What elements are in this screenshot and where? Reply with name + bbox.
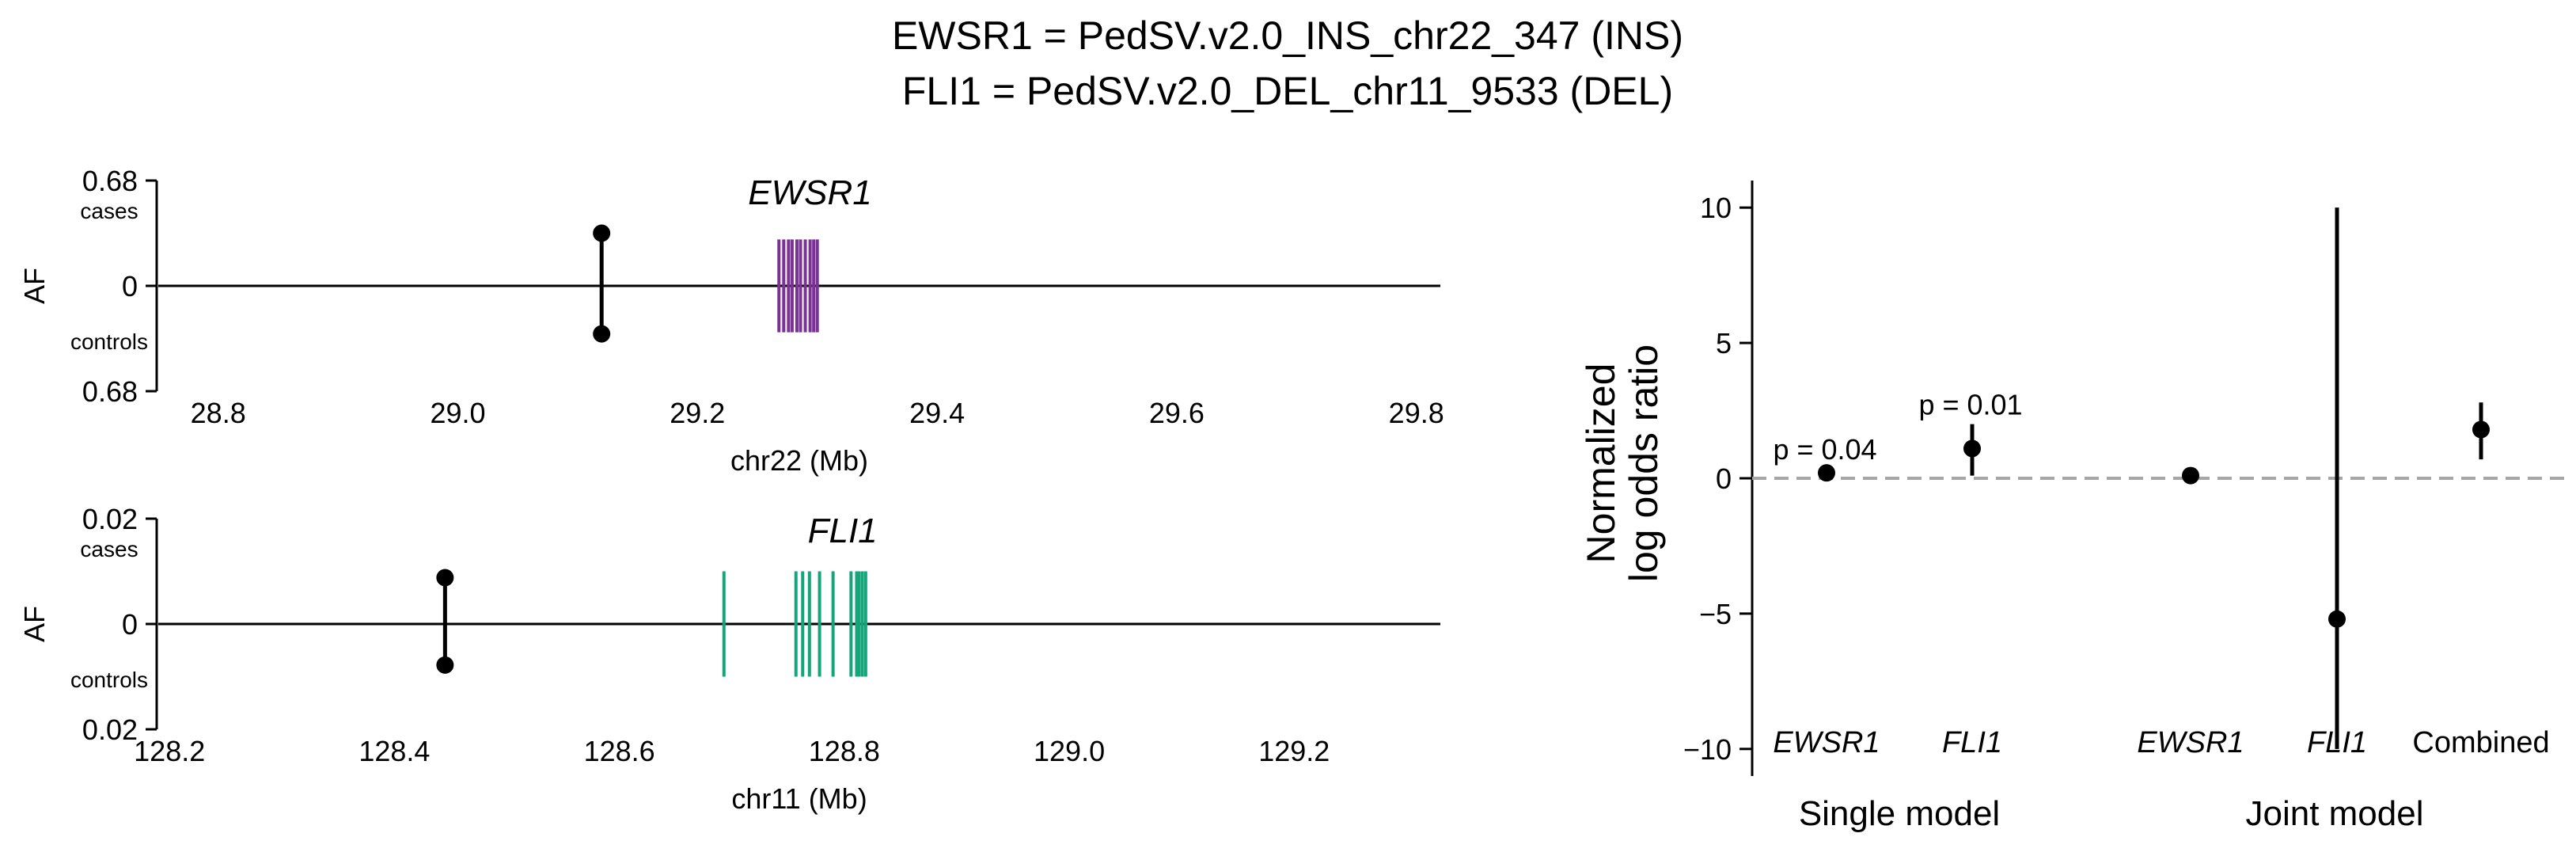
x-tick-label: 128.6 xyxy=(584,735,655,767)
x-tick-label: 129.0 xyxy=(1034,735,1105,767)
group-label-joint-model: Joint model xyxy=(2245,794,2423,833)
x-tick-label: 29.4 xyxy=(909,397,965,429)
x-tick-label: 29.6 xyxy=(1149,397,1205,429)
controls-label: controls xyxy=(70,329,148,354)
x-tick-label: EWSR1 xyxy=(2137,726,2244,759)
estimate-point xyxy=(2472,420,2490,439)
x-tick-label: 128.4 xyxy=(359,735,430,767)
x-tick-label: EWSR1 xyxy=(1773,726,1880,759)
x-axis-label: chr11 (Mb) xyxy=(731,782,867,815)
cases-label: cases xyxy=(80,537,138,561)
variant-cases-point xyxy=(436,569,454,587)
gene-name: EWSR1 xyxy=(748,173,871,212)
y-tick-label: 0.02 xyxy=(82,503,138,535)
variant-cases-point xyxy=(593,224,611,242)
y-tick-label: 0.02 xyxy=(82,713,138,746)
x-tick-label: 129.2 xyxy=(1258,735,1330,767)
x-tick-label: 29.0 xyxy=(430,397,485,429)
estimate-point xyxy=(1818,464,1835,482)
p-value-label: p = 0.04 xyxy=(1773,433,1876,466)
x-tick-label: Combined xyxy=(2412,726,2549,759)
figure-title-line-2: FLI1 = PedSV.v2.0_DEL_chr11_9533 (DEL) xyxy=(902,69,1673,113)
cases-label: cases xyxy=(80,199,138,223)
estimate-point xyxy=(2328,610,2346,628)
y-axis-label: AF xyxy=(18,606,51,642)
y-axis-label-line-1: Normalized xyxy=(1579,363,1623,564)
controls-label: controls xyxy=(70,668,148,692)
y-tick-label: 0 xyxy=(1716,462,1732,495)
y-tick-label: 0.68 xyxy=(82,375,138,408)
estimate-point xyxy=(1963,439,1981,458)
x-tick-label: 29.2 xyxy=(670,397,725,429)
x-tick-label: 128.8 xyxy=(809,735,880,767)
x-tick-label: 28.8 xyxy=(191,397,246,429)
y-tick-label: −5 xyxy=(1699,598,1732,630)
estimate-point xyxy=(2182,466,2199,485)
x-axis-label: chr22 (Mb) xyxy=(730,444,868,477)
variant-controls-point xyxy=(593,325,611,343)
figure-title-line-1: EWSR1 = PedSV.v2.0_INS_chr22_347 (INS) xyxy=(892,13,1683,58)
x-tick-label: 29.8 xyxy=(1389,397,1444,429)
y-tick-label: 0 xyxy=(122,608,138,641)
y-tick-label: 10 xyxy=(1700,192,1732,224)
x-tick-label: FLI1 xyxy=(2307,726,2367,759)
group-label-single-model: Single model xyxy=(1799,794,2000,833)
y-axis-label: AF xyxy=(18,268,51,304)
y-tick-label: 5 xyxy=(1716,327,1732,360)
y-axis-label-line-2: log odds ratio xyxy=(1622,344,1666,582)
variant-controls-point xyxy=(436,656,454,674)
x-tick-label: 128.2 xyxy=(134,735,205,767)
p-value-label: p = 0.01 xyxy=(1918,389,2022,421)
y-tick-label: 0.68 xyxy=(82,165,138,197)
gene-name: FLI1 xyxy=(808,512,878,550)
x-tick-label: FLI1 xyxy=(1942,726,2002,759)
y-tick-label: −10 xyxy=(1683,733,1732,766)
y-tick-label: 0 xyxy=(122,270,138,302)
